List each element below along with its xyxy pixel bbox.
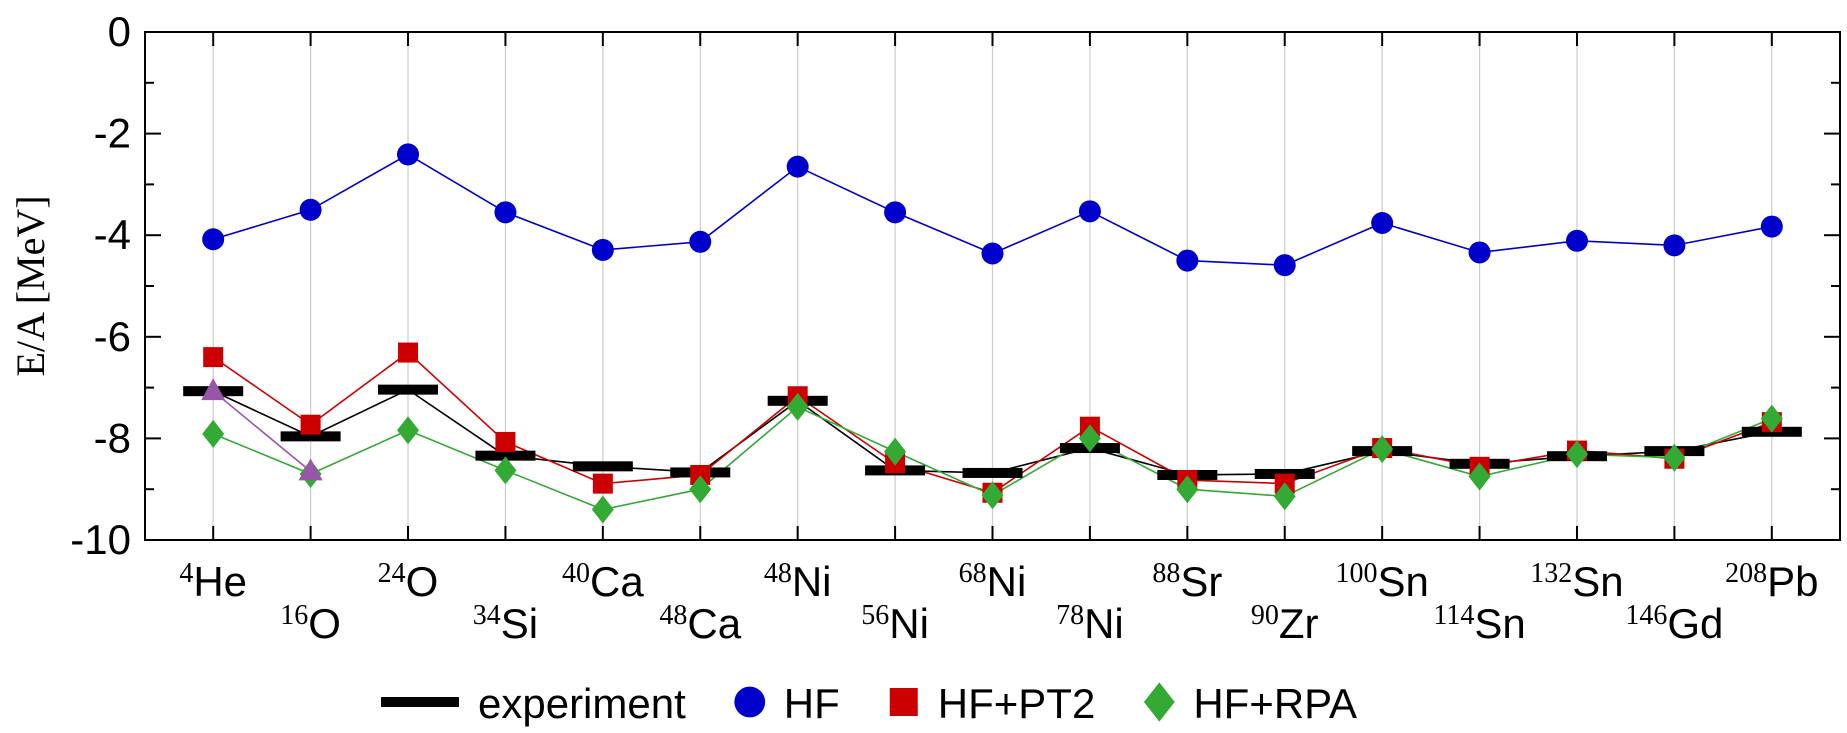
marker (689, 475, 712, 504)
marker (1760, 215, 1783, 238)
marker (1176, 475, 1199, 504)
x-tick-label: 208Pb (1725, 558, 1818, 605)
marker (592, 473, 613, 494)
marker (690, 464, 711, 485)
x-tick-label: 88Sr (1152, 558, 1222, 605)
marker (1078, 424, 1101, 453)
y-tick-label: -4 (94, 211, 131, 258)
marker (689, 230, 712, 253)
marker (884, 201, 907, 224)
marker (786, 155, 809, 178)
marker (378, 384, 439, 395)
legend-label: HF (784, 680, 840, 727)
marker (300, 414, 321, 435)
y-axis-label: E/A [MeV] (8, 195, 53, 376)
marker (591, 495, 614, 524)
marker (203, 347, 224, 368)
marker (1468, 241, 1491, 264)
marker (1663, 443, 1686, 472)
marker (1078, 200, 1101, 223)
x-tick-label: 48Ca (659, 600, 741, 647)
x-tick-label: 132Sn (1530, 558, 1623, 605)
marker (202, 419, 225, 448)
marker (475, 450, 536, 461)
legend-item: HF (734, 680, 840, 727)
x-tick-label: 146Gd (1625, 600, 1723, 647)
y-tick-label: -10 (70, 516, 131, 563)
marker (1663, 234, 1686, 257)
marker (1565, 440, 1588, 469)
legend-marker (889, 688, 918, 716)
marker (1760, 404, 1783, 433)
marker (397, 416, 420, 445)
marker (1371, 212, 1394, 235)
marker (1468, 462, 1491, 491)
y-tick-label: -8 (94, 414, 131, 461)
x-tick-label: 24O (378, 558, 439, 605)
plot-frame (144, 31, 1841, 541)
legend-item: experiment (381, 680, 686, 727)
legend-marker (734, 686, 766, 718)
marker (494, 201, 517, 224)
marker (572, 461, 633, 472)
x-tick-label: 40Ca (562, 558, 644, 605)
marker (981, 481, 1004, 510)
marker (962, 467, 1023, 478)
marker (280, 431, 341, 442)
y-tick-label: 0 (108, 8, 131, 55)
x-tick-label: 78Ni (1056, 600, 1124, 647)
x-tick-label: 34Si (473, 600, 538, 647)
marker (1565, 229, 1588, 252)
x-tick-label: 114Sn (1433, 600, 1525, 647)
x-tick-label: 4He (179, 558, 247, 605)
marker (1176, 249, 1199, 272)
marker (884, 437, 907, 466)
marker (591, 238, 614, 261)
y-tick-label: -2 (94, 110, 131, 157)
x-tick-label: 100Sn (1335, 558, 1428, 605)
legend-label: HF+PT2 (938, 680, 1096, 727)
marker (1371, 435, 1394, 464)
legend-item: HF+PT2 (889, 680, 1096, 727)
x-tick-label: 90Zr (1251, 600, 1319, 647)
legend-marker (1143, 682, 1175, 722)
marker (1273, 254, 1296, 277)
legend-label: HF+RPA (1193, 680, 1357, 727)
x-tick-label: 68Ni (959, 558, 1027, 605)
marker (494, 456, 517, 485)
marker (786, 392, 809, 421)
marker (495, 431, 516, 452)
marker (398, 342, 419, 363)
marker (1273, 482, 1296, 511)
x-tick-label: 56Ni (861, 600, 929, 647)
legend-marker (381, 697, 459, 707)
marker (201, 378, 226, 401)
legend-item: HF+RPA (1143, 680, 1357, 727)
legend-label: experiment (478, 680, 686, 727)
marker (299, 198, 322, 221)
marker (397, 143, 420, 166)
x-tick-label: 16O (280, 600, 341, 647)
series-line (212, 390, 312, 473)
y-tick-label: -6 (94, 313, 131, 360)
marker (202, 228, 225, 251)
marker (981, 242, 1004, 265)
x-tick-label: 48Ni (764, 558, 832, 605)
marker (298, 458, 323, 481)
